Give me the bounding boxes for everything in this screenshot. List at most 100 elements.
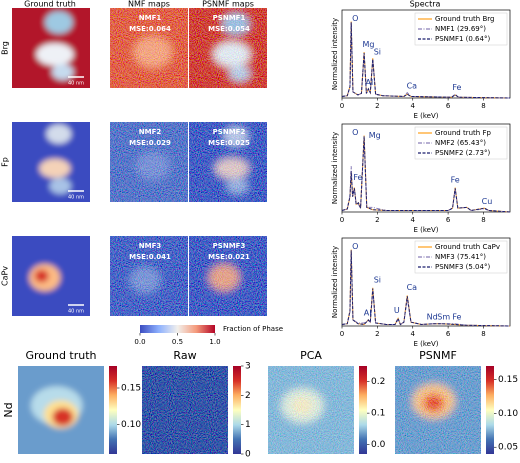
column-title: PSNMF maps bbox=[202, 0, 254, 9]
x-tick-label: 0 bbox=[340, 330, 344, 338]
map-image bbox=[12, 8, 90, 88]
peak-label: Mg bbox=[363, 40, 375, 49]
colorbar-tick-label: 0.2 bbox=[371, 377, 385, 387]
row-label: Nd bbox=[2, 402, 15, 417]
colorbar-tick-label: 0.1 bbox=[371, 409, 385, 419]
map-label: NMF1 bbox=[139, 14, 162, 22]
map-region bbox=[223, 126, 249, 146]
map-content bbox=[142, 366, 228, 454]
colorbar-tick-label: 0.15 bbox=[121, 384, 141, 394]
legend-label: NMF1 (29.69°) bbox=[435, 25, 486, 33]
x-tick-label: 2 bbox=[375, 330, 379, 338]
y-axis-label: Normalized intensity bbox=[331, 18, 339, 90]
colorbar-tick-label: 0.10 bbox=[121, 420, 141, 430]
legend-label: PSNMF3 (5.04°) bbox=[435, 263, 490, 271]
colorbar bbox=[109, 366, 117, 454]
map-content bbox=[110, 236, 188, 316]
map-region bbox=[221, 12, 250, 36]
x-tick-label: 0 bbox=[340, 102, 344, 110]
column-title: Ground truth bbox=[24, 0, 76, 9]
colorbar-tick-label: 3 bbox=[245, 362, 251, 372]
peak-label: U bbox=[394, 306, 400, 315]
peak-label: O bbox=[352, 14, 358, 23]
map-region bbox=[39, 158, 71, 178]
colorbar-tick-label: 2 bbox=[245, 391, 251, 401]
spectrum-line bbox=[341, 250, 511, 327]
x-axis-label: E (keV) bbox=[413, 226, 438, 234]
map-label: PSNMF1 bbox=[213, 14, 246, 22]
peak-label: Fe bbox=[452, 83, 461, 92]
column-title: NMF maps bbox=[128, 0, 170, 9]
map-image bbox=[110, 236, 188, 316]
map-image bbox=[12, 122, 90, 202]
map-region bbox=[51, 64, 74, 80]
x-axis-label: E (keV) bbox=[413, 340, 438, 348]
map-region bbox=[208, 264, 240, 292]
x-tick-label: 8 bbox=[481, 102, 485, 110]
peak-label: Fe bbox=[452, 312, 461, 321]
colorbar bbox=[140, 325, 215, 333]
scale-bar-label: 40 nm bbox=[68, 309, 84, 315]
peak-label: Al bbox=[366, 78, 374, 87]
map-region bbox=[228, 65, 251, 82]
row-label: Brg bbox=[1, 41, 10, 55]
panel-title: PCA bbox=[300, 349, 322, 362]
map-image bbox=[395, 366, 481, 454]
map-content bbox=[110, 122, 188, 202]
map-region bbox=[423, 394, 445, 412]
map-region bbox=[135, 151, 171, 181]
peak-label: O bbox=[352, 128, 358, 137]
legend-label: PSNMF2 (2.73°) bbox=[435, 149, 490, 157]
scale-bar-label: 40 nm bbox=[68, 81, 84, 87]
panel-title: Raw bbox=[173, 349, 196, 362]
spectrum-line bbox=[341, 22, 511, 99]
map-image bbox=[189, 122, 267, 202]
map-mse: MSE:0.041 bbox=[129, 253, 171, 261]
colorbar-tick-label: 0 bbox=[245, 450, 251, 460]
plot-frame bbox=[341, 9, 511, 99]
panel-title: PSNMF bbox=[419, 349, 457, 362]
spectrum-line bbox=[341, 22, 511, 99]
map-content bbox=[18, 366, 104, 454]
x-tick-label: 8 bbox=[481, 330, 485, 338]
map-content bbox=[189, 122, 267, 202]
map-region bbox=[226, 178, 249, 194]
map-image bbox=[110, 8, 188, 88]
row-label: Fp bbox=[1, 157, 10, 167]
colorbar-label: Fraction of Phase bbox=[223, 325, 283, 333]
map-image bbox=[18, 366, 104, 454]
map-region bbox=[36, 43, 74, 66]
legend-box bbox=[414, 240, 508, 274]
plot-frame bbox=[341, 123, 511, 213]
legend-label: Ground truth Fp bbox=[435, 129, 491, 137]
peak-label: Si bbox=[374, 48, 381, 57]
map-region bbox=[34, 269, 49, 283]
x-tick-label: 2 bbox=[375, 216, 379, 224]
colorbar bbox=[486, 366, 494, 454]
map-label: PSNMF3 bbox=[213, 242, 246, 250]
spectrum-line bbox=[341, 136, 511, 213]
map-mse: MSE:0.054 bbox=[208, 25, 250, 33]
map-label: NMF3 bbox=[139, 242, 162, 250]
map-image bbox=[189, 8, 267, 88]
map-image bbox=[268, 366, 354, 454]
legend-label: NMF2 (65.43°) bbox=[435, 139, 486, 147]
x-tick-label: 6 bbox=[446, 216, 451, 224]
y-axis-label: Normalized intensity bbox=[331, 132, 339, 204]
colorbar bbox=[359, 366, 367, 454]
x-tick-label: 4 bbox=[411, 330, 416, 338]
map-mse: MSE:0.025 bbox=[208, 139, 250, 147]
map-image bbox=[12, 236, 90, 316]
legend-box bbox=[414, 126, 508, 160]
peak-label: Cu bbox=[482, 197, 493, 206]
peak-label: Mg bbox=[369, 131, 381, 140]
map-image bbox=[142, 366, 228, 454]
peak-label: Ca bbox=[407, 283, 418, 292]
peak-label: Ca bbox=[407, 81, 418, 90]
colorbar-tick-label: 1 bbox=[245, 420, 251, 430]
colorbar-tick-label: 1.0 bbox=[209, 338, 220, 346]
panel-title: Ground truth bbox=[25, 349, 96, 362]
legend-box bbox=[414, 12, 508, 46]
peak-label: O bbox=[352, 242, 358, 251]
map-region bbox=[213, 41, 251, 68]
